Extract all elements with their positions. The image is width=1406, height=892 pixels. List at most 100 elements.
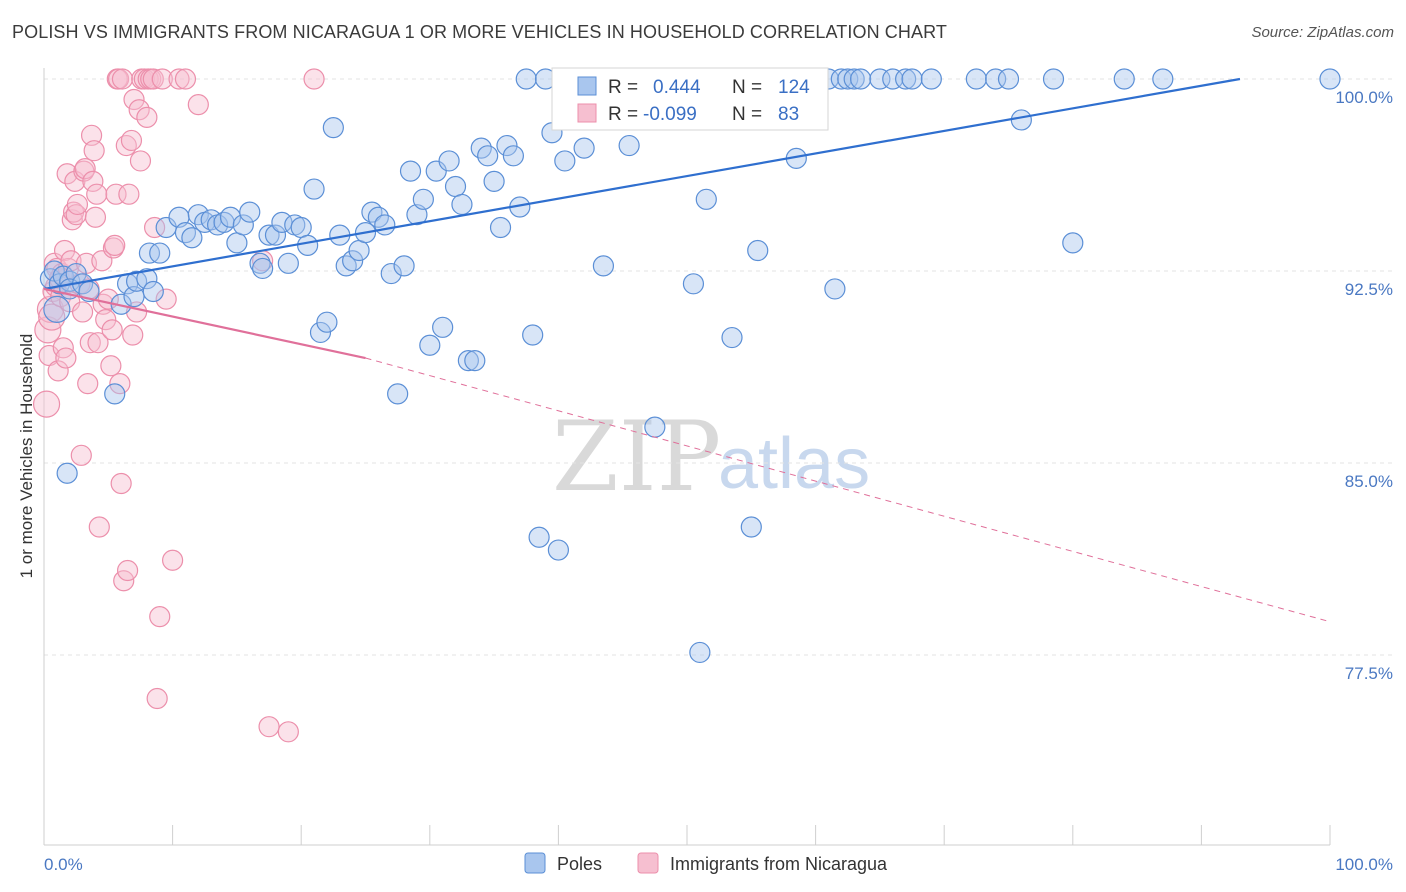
poles-point — [125, 270, 148, 292]
poles-point — [477, 145, 499, 167]
poles-point — [258, 224, 280, 246]
stats-swatch-poles — [577, 76, 597, 96]
poles-point — [1319, 68, 1341, 90]
y-tick-labels: 100.0% 92.5% 85.0% 77.5% — [1335, 88, 1393, 683]
poles-point — [592, 255, 615, 277]
poles-point — [464, 350, 486, 372]
nicaragua-point — [146, 687, 168, 710]
poles-point — [252, 257, 274, 280]
poles-point — [181, 227, 203, 249]
grid — [44, 78, 1393, 656]
poles-point — [502, 145, 524, 167]
nicaragua-point — [47, 360, 69, 382]
poles-point — [528, 526, 550, 548]
poles-point — [399, 160, 422, 182]
nicaragua-point — [71, 301, 94, 323]
poles-point — [837, 68, 859, 90]
poles-point — [322, 117, 344, 139]
poles-point — [290, 216, 312, 239]
poles-point — [682, 273, 705, 295]
stats-n-value-poles: 124 — [778, 77, 810, 98]
poles-point — [496, 134, 518, 157]
legend-swatch-nicaragua — [637, 852, 659, 874]
poles-point — [515, 68, 537, 90]
nicaragua-point — [105, 183, 127, 205]
poles-point — [882, 68, 904, 90]
poles-point — [869, 68, 891, 90]
bottom-legend: Poles Immigrants from Nicaragua — [524, 852, 888, 874]
poles-point — [451, 193, 473, 216]
nicaragua-point — [162, 549, 184, 571]
legend-label-nicaragua: Immigrants from Nicaragua — [670, 854, 888, 874]
nicaragua-point — [277, 721, 299, 743]
poles-point — [824, 278, 846, 300]
nicaragua-point — [142, 68, 164, 90]
watermark: ZIP atlas — [552, 401, 870, 513]
poles-point — [123, 286, 145, 308]
nicaragua-point — [143, 216, 166, 239]
poles-point — [830, 68, 852, 90]
poles-point — [219, 206, 242, 228]
nicaragua-point — [120, 129, 143, 152]
poles-point — [1113, 68, 1135, 90]
poles-point — [56, 462, 78, 484]
nicaragua-point — [95, 309, 117, 331]
poles-point — [689, 641, 711, 664]
trend-lines — [43, 77, 1331, 623]
nicaragua-point — [80, 124, 103, 146]
nicaragua-point — [303, 68, 325, 90]
stats-legend-box — [551, 67, 829, 131]
poles-point — [850, 68, 872, 90]
poles-point — [721, 326, 743, 349]
nicaragua-point — [128, 99, 150, 121]
nicaragua-point — [129, 150, 152, 172]
poles-point — [412, 188, 434, 210]
poles-point — [695, 188, 717, 210]
poles-point — [432, 316, 454, 338]
poles-point — [387, 383, 409, 405]
poles-point — [920, 68, 942, 90]
x-tick-label-right: 100.0% — [1335, 855, 1393, 874]
y-axis-label: 1 or more Vehicles in Household — [17, 334, 36, 579]
trend-line-nicaragua — [43, 287, 366, 360]
y-tick-label: 92.5% — [1345, 280, 1393, 299]
poles-point — [843, 68, 865, 90]
stats-r-value-poles: 0.444 — [653, 77, 701, 98]
nicaragua-point — [122, 324, 144, 346]
poles-point — [901, 68, 923, 90]
stats-r-label-poles: R = — [608, 77, 638, 98]
poles-point — [149, 242, 171, 264]
nicaragua-point — [168, 68, 190, 90]
trend-line-nicaragua-extension — [365, 357, 1331, 623]
poles-point — [419, 334, 441, 356]
poles-point — [297, 234, 319, 256]
nicaragua-point — [116, 559, 139, 582]
nicaragua-point — [82, 170, 104, 192]
nicaragua-point — [32, 390, 61, 418]
poles-point — [43, 295, 71, 323]
poles-point — [444, 175, 467, 198]
poles-point — [522, 324, 544, 346]
nicaragua-point — [38, 303, 66, 331]
nicaragua-point — [109, 373, 131, 395]
poles-point — [393, 255, 415, 277]
legend-swatch-poles — [524, 852, 546, 874]
y-tick-label: 100.0% — [1335, 88, 1393, 107]
nicaragua-point — [100, 355, 122, 377]
poles-point — [136, 268, 158, 290]
poles-point — [1042, 68, 1065, 90]
poles-point — [965, 68, 987, 90]
x-ticks — [43, 825, 1331, 845]
poles-point — [747, 239, 769, 262]
poles-point — [142, 280, 164, 303]
nicaragua-point — [155, 288, 177, 310]
poles-point — [277, 252, 299, 274]
x-tick-label-left: 0.0% — [44, 855, 83, 874]
poles-point — [457, 350, 479, 372]
poles-point — [264, 224, 287, 246]
poles-point — [997, 68, 1020, 90]
stats-r-label-nicaragua: R = — [608, 104, 638, 125]
nicaragua-point — [174, 68, 197, 90]
stats-n-value-nicaragua: 83 — [778, 104, 799, 125]
